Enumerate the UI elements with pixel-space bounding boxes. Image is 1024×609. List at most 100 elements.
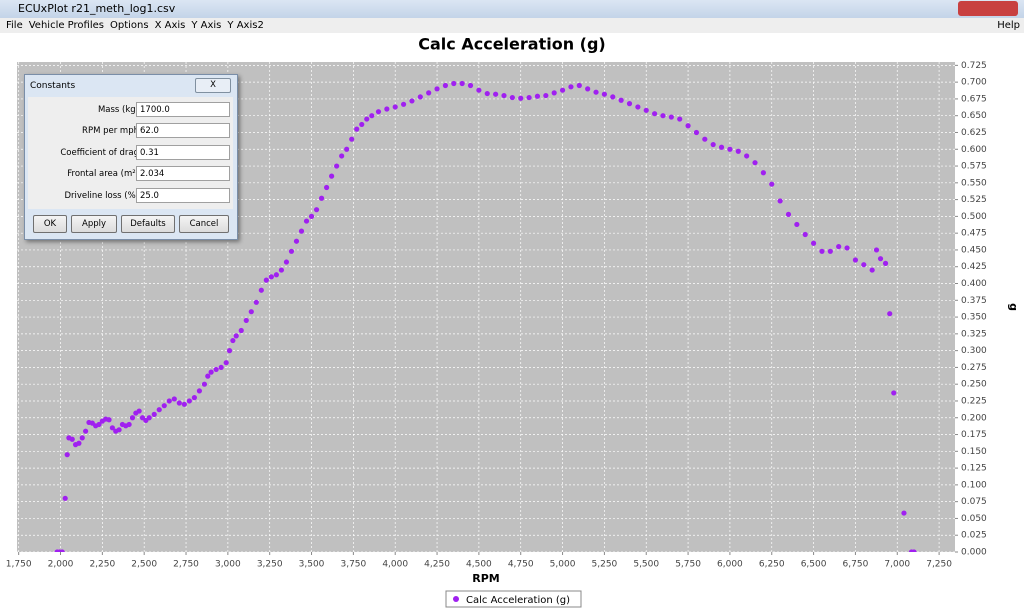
point (359, 121, 365, 128)
y-tick-label: 0.100 (961, 480, 987, 490)
point (226, 348, 233, 354)
ok-button[interactable]: OK (33, 215, 67, 233)
point (827, 248, 833, 254)
point (877, 256, 884, 262)
dialog-title: Constants (30, 81, 76, 91)
point (223, 360, 229, 366)
point (218, 364, 224, 371)
point (585, 86, 591, 92)
point (283, 259, 290, 265)
point (83, 428, 89, 434)
menu-item[interactable]: Y Axis2 (227, 20, 264, 31)
point (329, 173, 335, 179)
x-tick-label: 3,750 (340, 560, 366, 570)
point (819, 248, 825, 254)
point (364, 116, 370, 122)
menu-item[interactable]: Y Axis (191, 20, 222, 31)
x-tick-label: 2,000 (48, 560, 74, 570)
point (76, 440, 82, 446)
apply-button[interactable]: Apply (71, 215, 117, 233)
point (518, 95, 524, 101)
point (426, 90, 432, 96)
point (354, 126, 360, 132)
point (238, 327, 244, 334)
point (258, 287, 264, 293)
point (268, 274, 274, 280)
point (852, 257, 859, 263)
x-axis-label: RPM (472, 572, 499, 585)
field-input[interactable]: 0.31 (136, 145, 230, 160)
y-tick-label: 0.300 (961, 346, 987, 356)
menu-item[interactable]: File (6, 20, 23, 31)
y-tick-label: 0.400 (961, 279, 987, 289)
y-tick-label: 0.025 (961, 531, 987, 541)
point (79, 435, 85, 441)
point (303, 218, 310, 224)
title-bar: ECUxPlot r21_meth_log1.csv (0, 0, 1024, 18)
point (334, 163, 340, 169)
y-tick-label: 0.275 (961, 363, 987, 373)
point (744, 153, 750, 159)
form: Mass (kg) 1700.0 RPM per mph 62.0 Coeffici… (28, 97, 233, 209)
point (344, 146, 350, 152)
field-input[interactable]: 62.0 (136, 123, 230, 138)
point (323, 184, 330, 191)
y-tick-label: 0.125 (961, 464, 987, 474)
x-tick-label: 1,750 (6, 560, 32, 570)
point (702, 136, 708, 142)
field-input[interactable]: 1700.0 (136, 102, 230, 117)
legend: Calc Acceleration (g) (445, 590, 582, 608)
point (208, 369, 214, 375)
point (129, 415, 136, 421)
close-button[interactable]: X (195, 78, 231, 93)
point (161, 403, 167, 409)
y-tick-label: 0.325 (961, 329, 987, 339)
chart-title: Calc Acceleration (g) (418, 35, 605, 54)
x-tick-label: 6,500 (801, 560, 827, 570)
point (442, 82, 449, 89)
point (844, 245, 850, 251)
point (298, 228, 305, 234)
point (861, 262, 867, 268)
point (760, 170, 766, 176)
point (735, 148, 741, 154)
defaults-button[interactable]: Defaults (121, 215, 175, 233)
point (196, 388, 203, 394)
field-input[interactable]: 2.034 (136, 166, 230, 181)
x-tick-label: 6,250 (759, 560, 785, 570)
menu-item[interactable]: Help (997, 20, 1020, 31)
field-input[interactable]: 25.0 (136, 188, 230, 203)
point (501, 92, 507, 99)
point (116, 427, 122, 433)
point (273, 272, 279, 278)
point (869, 267, 875, 273)
point (176, 400, 182, 406)
point (643, 107, 649, 113)
menu-item[interactable]: Options (109, 20, 149, 31)
point (96, 421, 102, 428)
y-tick-label: 0.425 (961, 262, 987, 272)
point (417, 94, 423, 100)
cancel-button[interactable]: Cancel (179, 215, 229, 233)
x-tick-label: 3,000 (215, 560, 241, 570)
x-tick-label: 6,750 (843, 560, 869, 570)
point (769, 181, 775, 187)
point (409, 98, 415, 104)
point (109, 425, 115, 431)
legend-label: Calc Acceleration (g) (466, 595, 570, 606)
point (610, 94, 616, 100)
y-tick-label: 0.375 (961, 296, 987, 306)
x-tick-label: 2,250 (89, 560, 115, 570)
menu-item[interactable]: Vehicle Profiles (28, 20, 104, 31)
window-controls[interactable] (958, 1, 1018, 16)
point (727, 146, 733, 152)
x-tick-label: 2,750 (173, 560, 199, 570)
point (191, 395, 197, 401)
menu-item[interactable]: X Axis (154, 20, 186, 31)
x-tick-label: 3,250 (257, 560, 283, 570)
point (369, 113, 375, 119)
point (253, 299, 259, 305)
point (526, 94, 532, 101)
x-tick-label: 7,250 (926, 560, 952, 570)
